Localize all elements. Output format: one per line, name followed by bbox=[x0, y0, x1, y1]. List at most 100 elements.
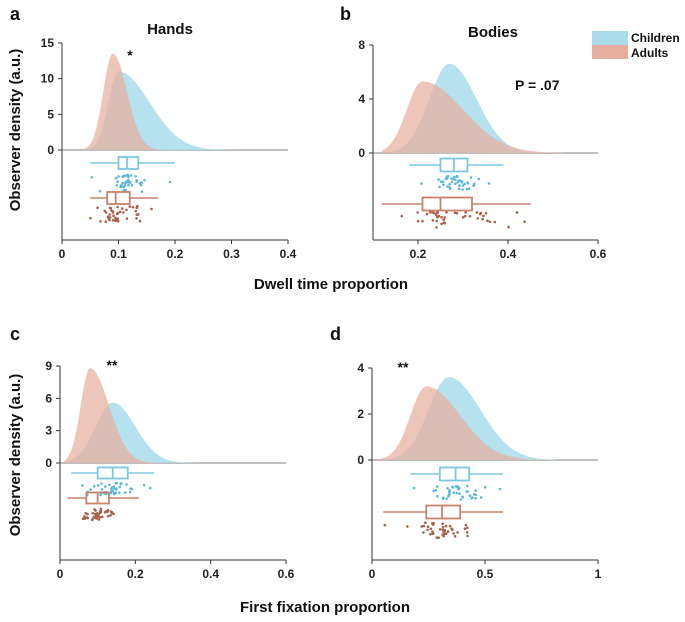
data-point bbox=[129, 487, 132, 491]
data-point bbox=[437, 214, 441, 218]
significance-annotation: P = .07 bbox=[515, 77, 560, 93]
data-point bbox=[121, 181, 124, 185]
data-point bbox=[458, 492, 461, 496]
data-point bbox=[90, 176, 94, 179]
data-point bbox=[115, 481, 118, 485]
data-point bbox=[458, 184, 461, 187]
data-point bbox=[91, 511, 94, 515]
data-point bbox=[106, 215, 110, 219]
data-point bbox=[523, 220, 526, 223]
data-point bbox=[99, 220, 102, 223]
data-point bbox=[136, 204, 139, 208]
data-point bbox=[114, 488, 118, 491]
data-point bbox=[493, 220, 497, 224]
data-point bbox=[455, 174, 459, 178]
data-point bbox=[452, 532, 455, 535]
data-point bbox=[479, 496, 483, 499]
boxplot-children bbox=[410, 466, 504, 482]
data-point bbox=[108, 483, 111, 487]
data-point bbox=[431, 530, 434, 533]
data-point bbox=[116, 205, 119, 209]
box-iqr bbox=[425, 504, 462, 520]
data-point bbox=[459, 498, 463, 501]
x-tick-label: 0 bbox=[59, 247, 66, 261]
panel-title: Hands bbox=[147, 21, 193, 38]
data-point bbox=[109, 207, 113, 210]
data-point bbox=[118, 485, 122, 489]
data-point bbox=[486, 219, 489, 222]
data-point bbox=[435, 226, 438, 229]
data-point bbox=[143, 178, 146, 182]
y-tick-label: 9 bbox=[45, 359, 52, 373]
data-point bbox=[91, 518, 94, 521]
panel-letter: c bbox=[10, 324, 20, 344]
data-point bbox=[123, 491, 127, 494]
data-point bbox=[466, 490, 470, 493]
data-point bbox=[473, 182, 476, 186]
x-tick-label: 0.4 bbox=[280, 247, 297, 261]
data-point bbox=[131, 205, 135, 209]
legend-swatch-adults bbox=[592, 45, 628, 59]
x-tick-label: 0.2 bbox=[127, 567, 144, 581]
data-point bbox=[149, 486, 152, 490]
data-point bbox=[420, 525, 424, 528]
data-point bbox=[476, 217, 480, 220]
data-point bbox=[117, 175, 120, 178]
data-point bbox=[434, 489, 438, 492]
data-point bbox=[86, 516, 90, 520]
data-point bbox=[116, 217, 120, 220]
significance-annotation: ** bbox=[107, 357, 118, 373]
data-point bbox=[445, 497, 449, 501]
data-point bbox=[438, 185, 441, 189]
data-point bbox=[125, 483, 128, 486]
data-point bbox=[383, 523, 387, 527]
data-point bbox=[106, 508, 110, 512]
x-tick-label: 0.6 bbox=[278, 567, 295, 581]
data-point bbox=[431, 532, 435, 535]
data-point bbox=[126, 180, 129, 184]
data-point bbox=[421, 219, 424, 223]
data-point bbox=[100, 488, 104, 491]
data-point bbox=[127, 183, 130, 187]
data-point bbox=[487, 182, 491, 185]
density-adults bbox=[63, 368, 158, 463]
data-point bbox=[98, 516, 102, 519]
data-point bbox=[135, 180, 138, 183]
data-point bbox=[481, 217, 484, 221]
boxplot-children bbox=[71, 466, 155, 480]
data-point bbox=[93, 508, 96, 511]
x-tick-label: 0 bbox=[369, 567, 376, 581]
raindrops-adults bbox=[383, 521, 469, 539]
panel-d-bodies-first-fixation: d 0 2 4 0 0.5 1 ** bbox=[330, 324, 602, 581]
data-point bbox=[431, 219, 435, 222]
y-tick-label: 15 bbox=[41, 36, 55, 50]
data-point bbox=[461, 495, 465, 499]
data-point bbox=[464, 523, 468, 527]
data-point bbox=[466, 534, 469, 538]
data-point bbox=[98, 189, 102, 193]
data-point bbox=[92, 515, 95, 519]
data-point bbox=[114, 176, 118, 180]
panel-title: Bodies bbox=[468, 24, 518, 41]
data-point bbox=[129, 174, 133, 177]
boxplot-children bbox=[90, 156, 175, 170]
y-tick-label: 4 bbox=[357, 361, 364, 375]
data-point bbox=[135, 217, 138, 220]
legend-label-children: Children bbox=[631, 31, 680, 45]
data-point bbox=[125, 217, 129, 220]
data-point bbox=[440, 215, 443, 219]
data-point bbox=[112, 512, 115, 516]
data-point bbox=[466, 484, 469, 488]
data-point bbox=[465, 187, 469, 191]
data-point bbox=[444, 524, 448, 528]
data-point bbox=[461, 188, 464, 191]
data-point bbox=[445, 211, 448, 214]
data-point bbox=[108, 213, 111, 216]
x-tick-label: 0.3 bbox=[223, 247, 240, 261]
legend-label-adults: Adults bbox=[631, 46, 669, 60]
y-tick-label: 2 bbox=[357, 407, 364, 421]
raindrops-children bbox=[81, 481, 152, 497]
x-tick-label: 0.2 bbox=[167, 247, 184, 261]
data-point bbox=[125, 173, 129, 177]
